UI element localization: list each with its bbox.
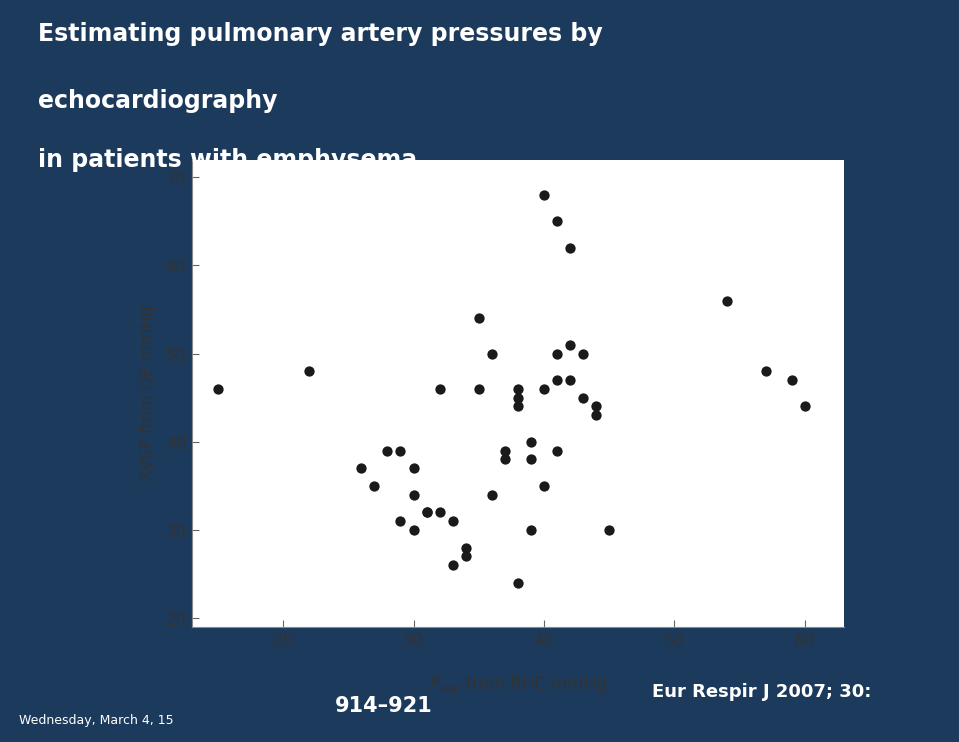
Text: Estimating pulmonary artery pressures by: Estimating pulmonary artery pressures by (38, 22, 603, 46)
Point (589, 410, 604, 421)
Text: 914–921: 914–921 (335, 696, 433, 716)
Point (536, 189, 551, 201)
Point (524, 453, 539, 465)
Point (562, 242, 577, 254)
Text: Wednesday, March 4, 15: Wednesday, March 4, 15 (19, 714, 174, 727)
Y-axis label: RVSP from DE mmHg: RVSP from DE mmHg (139, 305, 157, 482)
Point (484, 348, 500, 360)
Text: $\mathit{P}_{\mathrm{asp}}$ from RHC mmHg: $\mathit{P}_{\mathrm{asp}}$ from RHC mmH… (429, 674, 607, 698)
Point (406, 524, 421, 536)
Point (550, 374, 565, 386)
Point (524, 524, 539, 536)
Point (406, 489, 421, 501)
Point (575, 392, 591, 404)
Point (536, 480, 551, 492)
Point (510, 392, 526, 404)
Point (497, 444, 512, 456)
Text: in patients with emphysema: in patients with emphysema (38, 148, 417, 172)
Point (419, 506, 434, 518)
Point (758, 365, 773, 377)
Point (536, 383, 551, 395)
Text: echocardiography: echocardiography (38, 89, 278, 113)
Point (471, 383, 486, 395)
Point (380, 444, 395, 456)
Point (784, 374, 800, 386)
Point (393, 444, 409, 456)
Point (589, 401, 604, 413)
Point (354, 462, 369, 474)
Point (719, 295, 735, 306)
Point (366, 480, 382, 492)
Point (432, 383, 447, 395)
Point (497, 453, 512, 465)
Point (550, 444, 565, 456)
Point (445, 559, 460, 571)
Point (432, 506, 447, 518)
Point (562, 339, 577, 351)
Point (550, 348, 565, 360)
Point (550, 215, 565, 227)
Point (510, 383, 526, 395)
Point (471, 312, 486, 324)
Point (458, 542, 474, 554)
Point (575, 348, 591, 360)
Point (393, 515, 409, 527)
Point (458, 551, 474, 562)
Point (210, 383, 225, 395)
Point (562, 374, 577, 386)
Point (524, 436, 539, 447)
Text: Eur Respir J 2007; 30:: Eur Respir J 2007; 30: (652, 683, 872, 701)
Point (406, 462, 421, 474)
Point (510, 401, 526, 413)
Point (419, 506, 434, 518)
Point (301, 365, 316, 377)
Point (484, 489, 500, 501)
Point (510, 577, 526, 589)
Point (797, 401, 812, 413)
Point (601, 524, 617, 536)
Point (445, 515, 460, 527)
